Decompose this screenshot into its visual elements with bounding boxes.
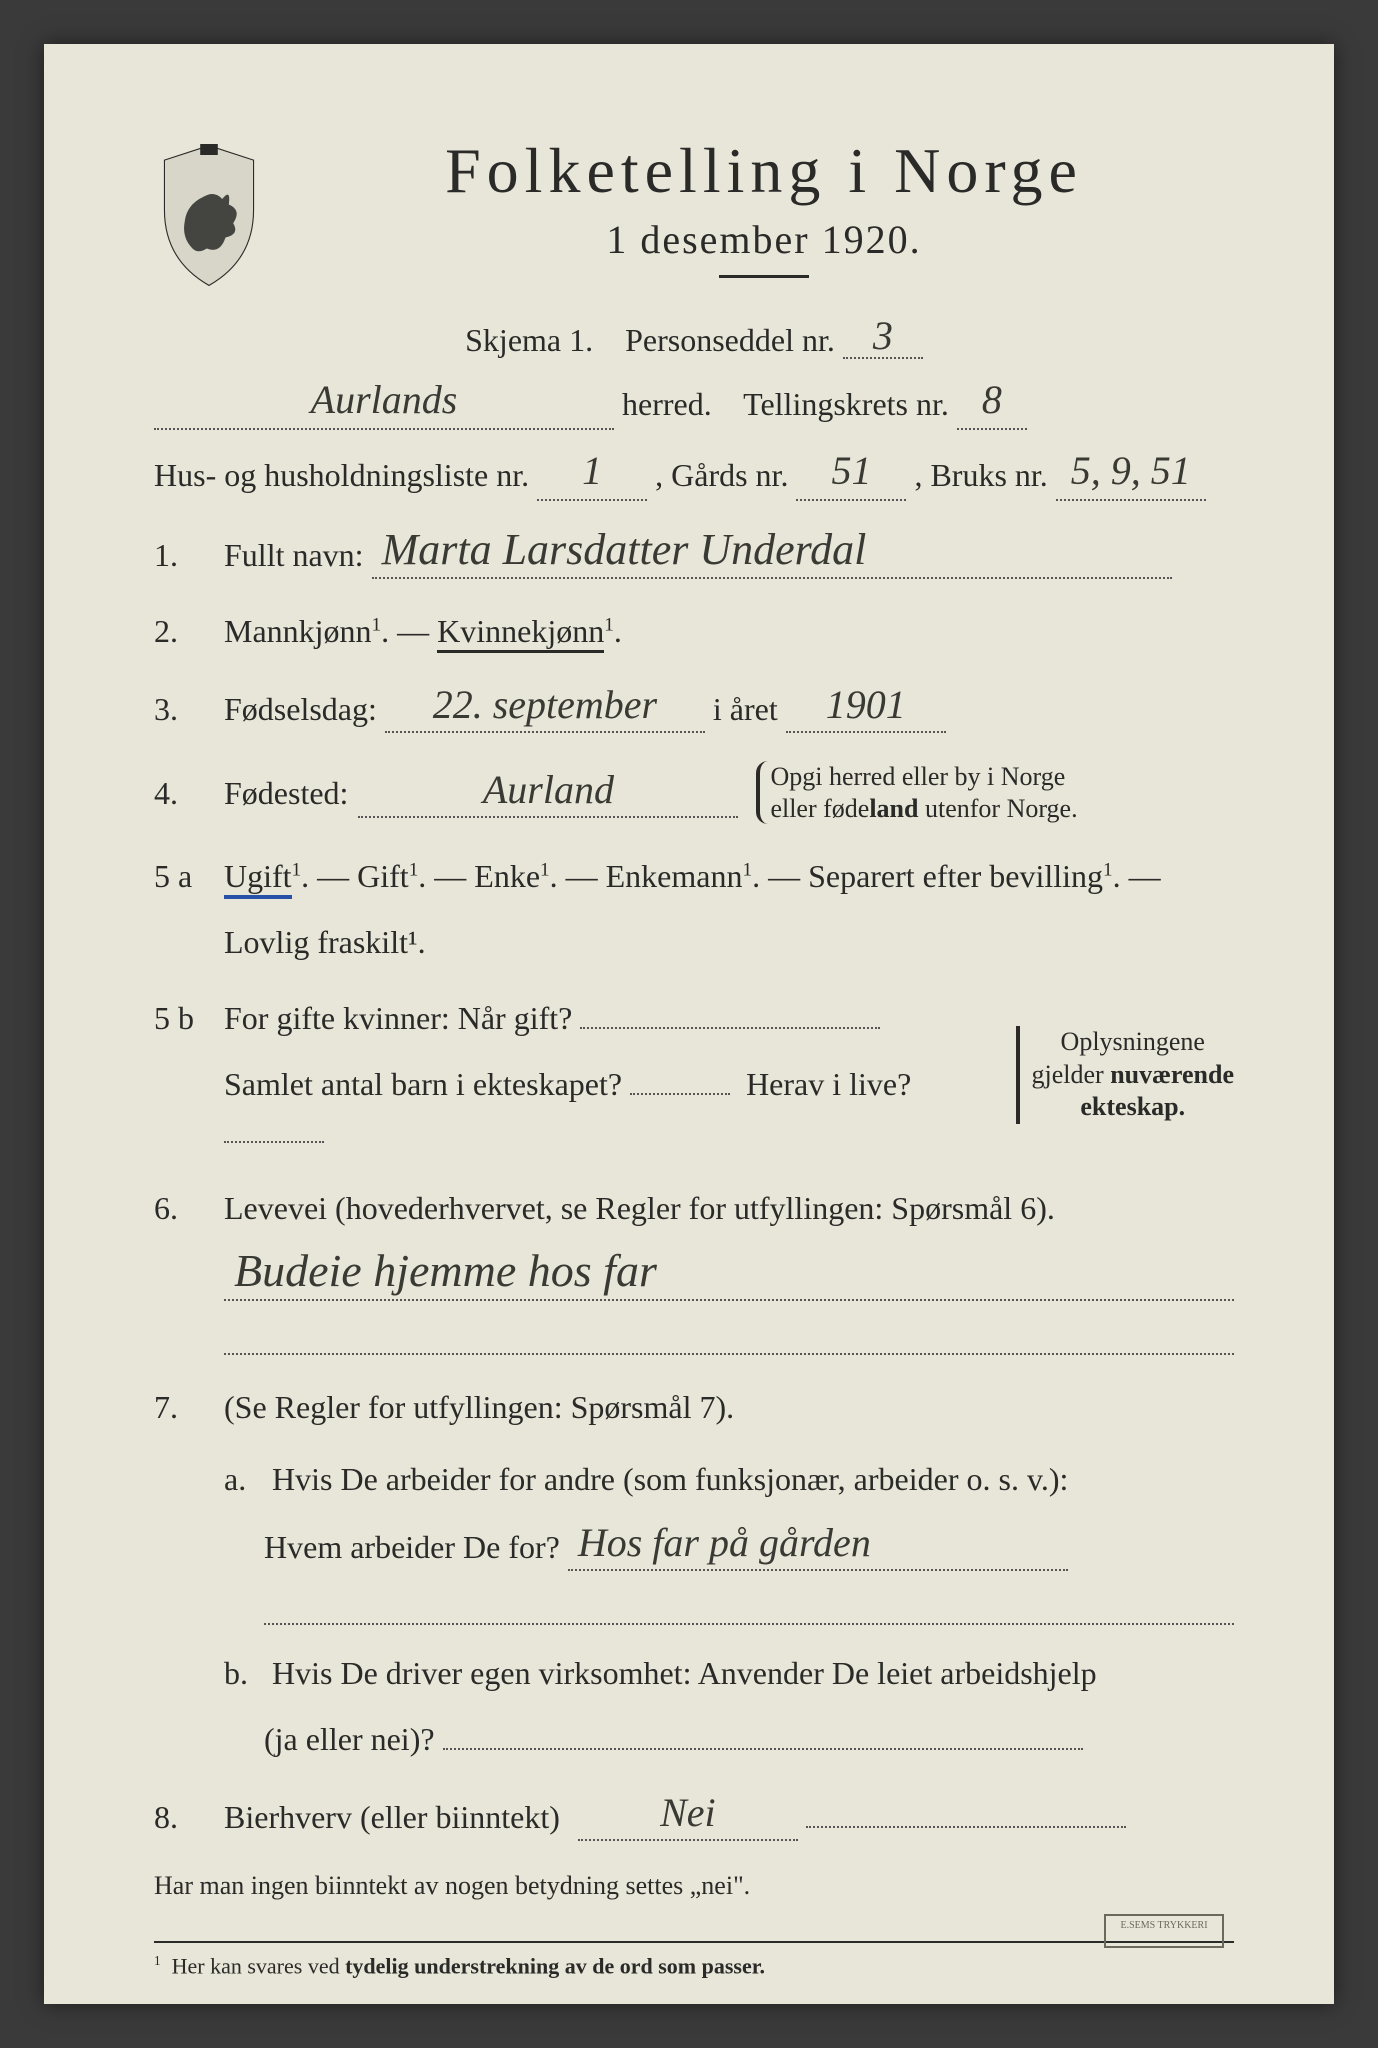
q7-num: 7.	[154, 1383, 224, 1431]
herred-label: herred.	[622, 386, 712, 422]
footer-rule: 1 Her kan svares ved tydelig understrekn…	[154, 1941, 1234, 1979]
q5b-note-l1: Oplysningene	[1061, 1027, 1205, 1056]
q6-label: Levevei (hovederhvervet, se Regler for u…	[224, 1190, 1055, 1226]
q5a-line2: Lovlig fraskilt¹.	[224, 918, 1234, 966]
personseddel-label: Personseddel nr.	[625, 322, 835, 358]
q8-num: 8.	[154, 1793, 224, 1841]
q7a-value: Hos far på gården	[578, 1525, 871, 1561]
question-1: 1. Fullt navn: Marta Larsdatter Underdal	[154, 529, 1234, 579]
q3-day-month: 22. september	[433, 687, 657, 723]
q7a-letter: a.	[224, 1455, 264, 1503]
skjema-label: Skjema 1.	[465, 322, 593, 358]
q2-opt2-selected: Kvinnekjønn	[437, 613, 604, 653]
q6-blank-line	[224, 1309, 1234, 1355]
gards-label: , Gårds nr.	[655, 457, 788, 493]
q7b-line1: Hvis De driver egen virksomhet: Anvender…	[272, 1655, 1097, 1691]
question-4: 4. Fødested: Aurland Opgi herred eller b…	[154, 761, 1234, 823]
q2-num: 2.	[154, 607, 224, 655]
question-5a: 5 a Ugift1. — Gift1. — Enke1. — Enkemann…	[154, 852, 1234, 966]
q7a-blank-line	[264, 1579, 1234, 1625]
title-rule	[719, 275, 809, 278]
title-block: Folketelling i Norge 1 desember 1920.	[294, 134, 1234, 308]
q7-label: (Se Regler for utfyllingen: Spørsmål 7).	[224, 1389, 734, 1425]
main-title: Folketelling i Norge	[294, 134, 1234, 208]
q4-value: Aurland	[483, 772, 614, 808]
q4-note-l1: Opgi herred eller by i Norge	[770, 762, 1065, 791]
q2-tail: .	[614, 613, 622, 649]
footnote: 1 Her kan svares ved tydelig understrekn…	[154, 1953, 1234, 1979]
q5b-note: Oplysningene gjelder nuværende ekteskap.	[1016, 1026, 1234, 1124]
q4-note: Opgi herred eller by i Norge eller fødel…	[756, 761, 1077, 823]
q5b-note-l2: gjelder nuværende	[1032, 1060, 1234, 1089]
q1-label: Fullt navn:	[224, 537, 364, 573]
header: Folketelling i Norge 1 desember 1920.	[154, 134, 1234, 308]
q3-mid: i året	[713, 691, 778, 727]
question-3: 3. Fødselsdag: 22. september i året 1901	[154, 683, 1234, 733]
question-5b: 5 b For gifte kvinner: Når gift? Samlet …	[154, 994, 1234, 1156]
q5b-num: 5 b	[154, 994, 224, 1042]
meta-line-2: Aurlands herred. Tellingskrets nr. 8	[154, 377, 1234, 430]
q5b-note-l3: ekteskap.	[1080, 1092, 1185, 1121]
q3-num: 3.	[154, 685, 224, 733]
question-6: 6. Levevei (hovederhvervet, se Regler fo…	[154, 1184, 1234, 1355]
q2-opt1: Mannkjønn	[224, 613, 372, 649]
bruks-nr: 5, 9, 51	[1071, 453, 1191, 489]
q4-note-l2: eller fødeland utenfor Norge.	[770, 794, 1077, 823]
gards-nr: 51	[831, 453, 871, 489]
tellingskrets-label: Tellingskrets nr.	[743, 386, 949, 422]
q5a-num: 5 a	[154, 852, 224, 900]
question-8: 8. Bierhverv (eller biinntekt) Nei	[154, 1791, 1234, 1841]
bruks-label: , Bruks nr.	[914, 457, 1047, 493]
q5b-label3: Herav i live?	[746, 1066, 911, 1102]
q6-value: Budeie hjemme hos far	[234, 1250, 657, 1291]
census-form-page: Folketelling i Norge 1 desember 1920. Sk…	[44, 44, 1334, 2004]
q4-num: 4.	[154, 769, 224, 817]
q1-num: 1.	[154, 531, 224, 579]
footer-note: Har man ingen biinntekt av nogen betydni…	[154, 1871, 1234, 1901]
footnote-marker: 1	[154, 1953, 161, 1968]
hus-nr: 1	[582, 453, 602, 489]
q5b-label1: For gifte kvinner: Når gift?	[224, 1000, 572, 1036]
q1-value: Marta Larsdatter Underdal	[382, 530, 867, 570]
q6-num: 6.	[154, 1184, 224, 1232]
q2-sep: . —	[381, 613, 429, 649]
q4-label: Fødested:	[224, 769, 348, 817]
q5a-selected: Ugift	[224, 858, 292, 899]
q3-label: Fødselsdag:	[224, 691, 377, 727]
q5b-label2: Samlet antal barn i ekteskapet?	[224, 1066, 622, 1102]
tellingskrets-nr: 8	[982, 382, 1002, 418]
question-2: 2. Mannkjønn1. — Kvinnekjønn1.	[154, 607, 1234, 655]
printer-stamp: E.SEMS TRYKKERI	[1104, 1914, 1224, 1948]
q8-value: Nei	[660, 1795, 716, 1831]
question-7: 7. (Se Regler for utfyllingen: Spørsmål …	[154, 1383, 1234, 1763]
personseddel-nr: 3	[873, 318, 893, 354]
meta-line-3: Hus- og husholdningsliste nr. 1 , Gårds …	[154, 448, 1234, 501]
q7a-line1: Hvis De arbeider for andre (som funksjon…	[272, 1461, 1068, 1497]
q7b-letter: b.	[224, 1649, 264, 1697]
herred-value: Aurlands	[311, 382, 458, 418]
q8-label: Bierhverv (eller biinntekt)	[224, 1799, 560, 1835]
q7a-line2: Hvem arbeider De for?	[264, 1529, 560, 1565]
q3-year: 1901	[826, 687, 906, 723]
q7b-line2: (ja eller nei)?	[264, 1721, 435, 1757]
meta-line-1: Skjema 1. Personseddel nr. 3	[154, 318, 1234, 359]
hus-label: Hus- og husholdningsliste nr.	[154, 457, 529, 493]
date-line: 1 desember 1920.	[294, 216, 1234, 263]
coat-of-arms-icon	[154, 144, 264, 284]
